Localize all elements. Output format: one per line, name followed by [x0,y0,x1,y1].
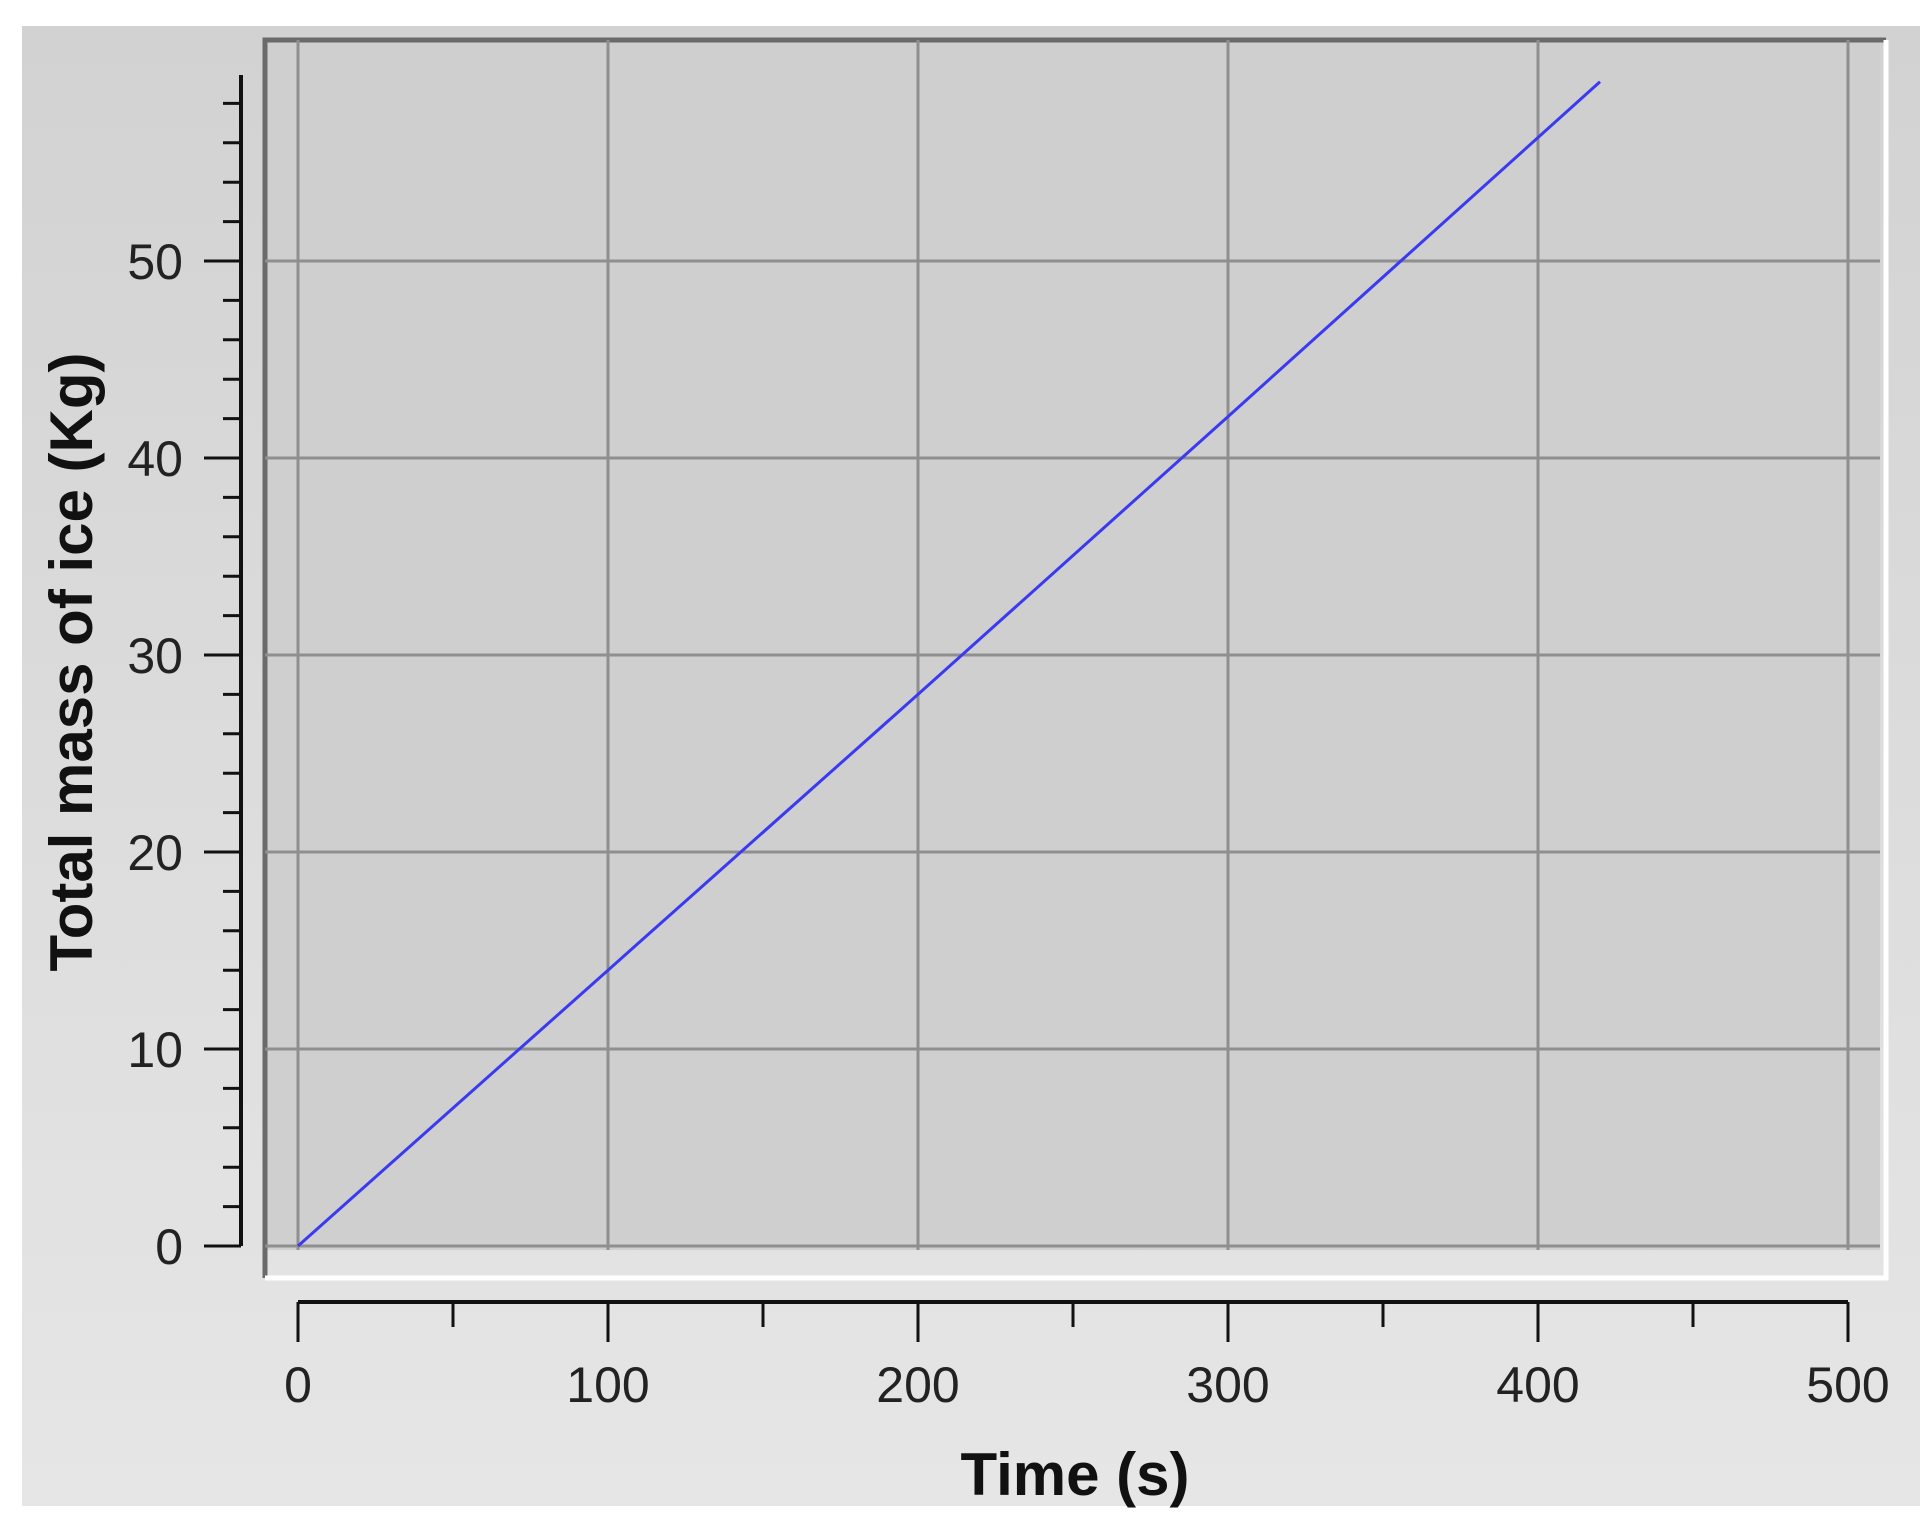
y-axis-title: Total mass of ice (Kg) [38,353,105,972]
x-tick-label-4: 400 [1496,1357,1579,1413]
x-tick-label-1: 100 [566,1357,649,1413]
y-tick-label-4: 40 [127,431,183,487]
y-tick-label-0: 0 [155,1219,183,1275]
y-tick-label-2: 20 [127,825,183,881]
plot-area [265,40,1880,1250]
x-tick-label-5: 500 [1806,1357,1889,1413]
x-tick-label-3: 300 [1186,1357,1269,1413]
x-tick-label-0: 0 [284,1357,312,1413]
y-tick-label-1: 10 [127,1022,183,1078]
x-axis-title: Time (s) [961,1441,1190,1508]
y-tick-label-5: 50 [127,234,183,290]
x-tick-label-2: 200 [876,1357,959,1413]
y-tick-label-3: 30 [127,628,183,684]
